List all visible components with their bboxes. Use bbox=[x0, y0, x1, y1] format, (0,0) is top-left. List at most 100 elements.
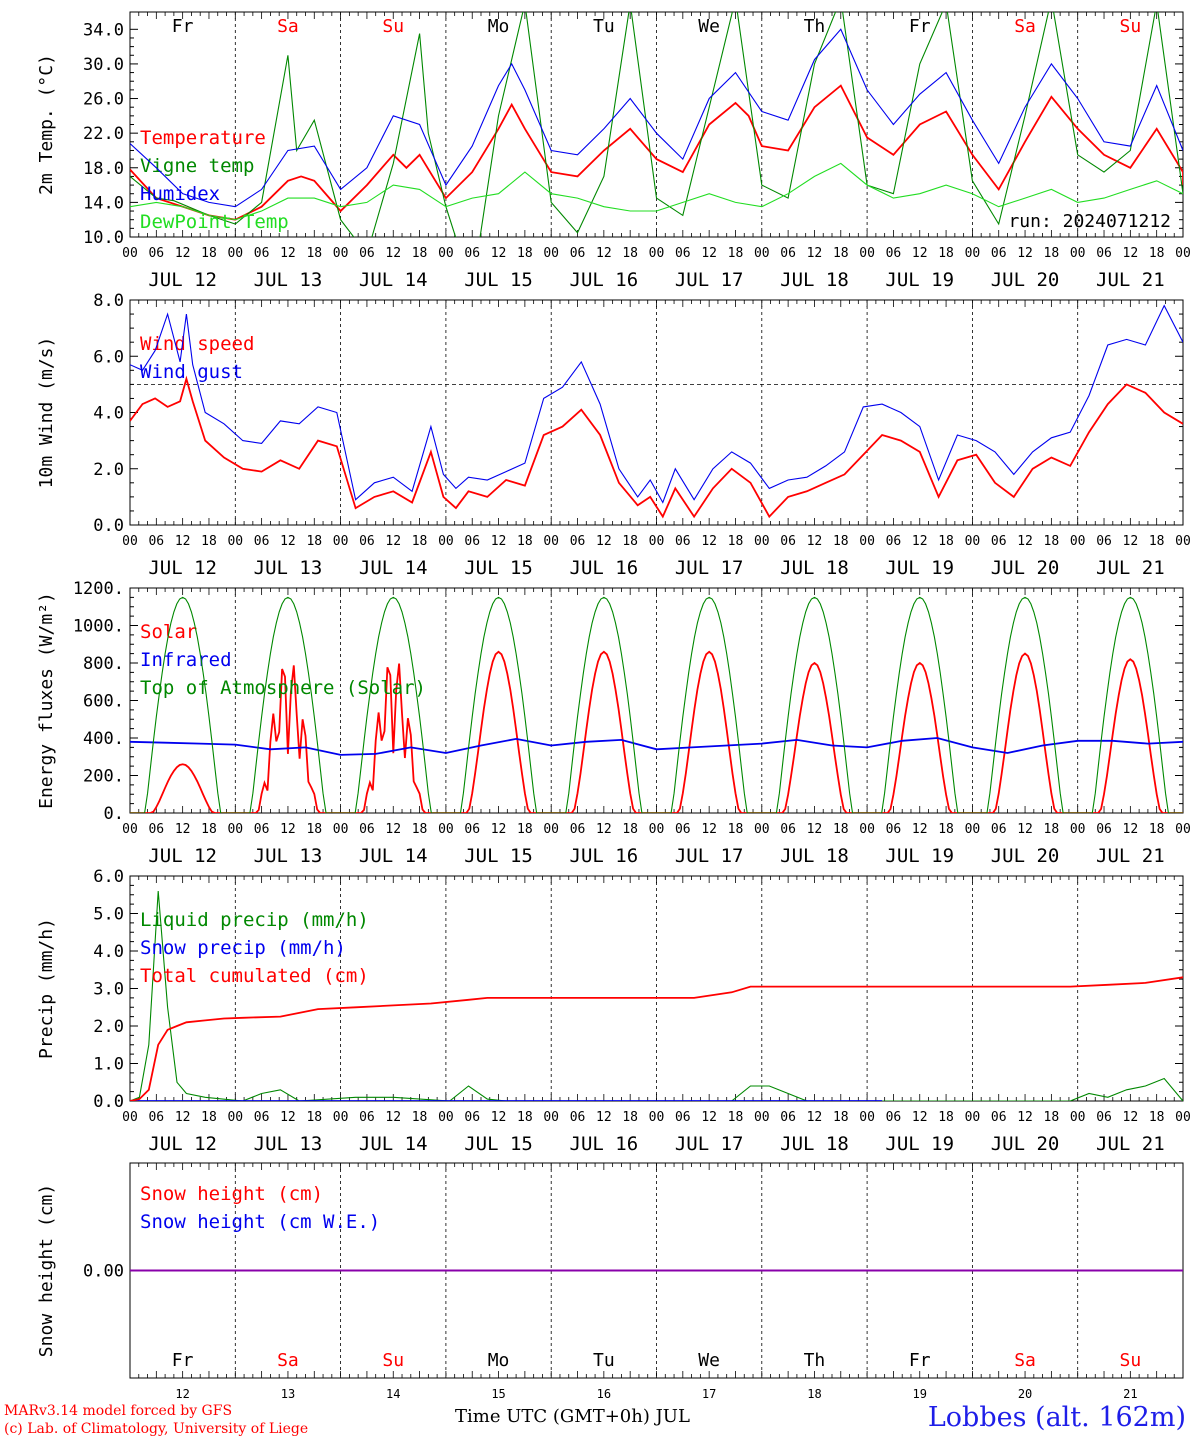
date-label: JUL 13 bbox=[254, 557, 323, 579]
hour-label: 00 bbox=[227, 822, 243, 837]
date-label: JUL 21 bbox=[1096, 845, 1165, 867]
hour-label: 12 bbox=[596, 246, 612, 261]
hour-label: 12 bbox=[596, 534, 612, 549]
hour-label: 06 bbox=[1096, 534, 1112, 549]
hour-label: 18 bbox=[517, 1110, 533, 1125]
hour-label: 06 bbox=[148, 822, 164, 837]
hour-label: 00 bbox=[122, 534, 138, 549]
date-label: JUL 12 bbox=[148, 1133, 217, 1155]
hour-label: 00 bbox=[438, 822, 454, 837]
hour-label: 18 bbox=[833, 534, 849, 549]
hour-label: 06 bbox=[148, 534, 164, 549]
date-label: JUL 17 bbox=[675, 557, 744, 579]
hour-label: 00 bbox=[754, 822, 770, 837]
y-tick-label: 2.0 bbox=[93, 1017, 124, 1037]
hour-label: 18 bbox=[306, 534, 322, 549]
date-label: JUL 15 bbox=[464, 845, 533, 867]
hour-label: 12 bbox=[280, 246, 296, 261]
y-tick-label: 4.0 bbox=[93, 942, 124, 962]
hour-label: 00 bbox=[1175, 246, 1191, 261]
hour-label: 06 bbox=[1096, 1110, 1112, 1125]
day-of-week-label: Mo bbox=[488, 16, 510, 37]
hour-label: 06 bbox=[886, 822, 902, 837]
hour-label: 00 bbox=[965, 1110, 981, 1125]
hour-label: 12 bbox=[912, 1110, 928, 1125]
day-number-label: 14 bbox=[386, 1387, 400, 1401]
legend-entry: Total cumulated (cm) bbox=[140, 965, 369, 987]
hour-label: 06 bbox=[254, 246, 270, 261]
day-of-week-label: Th bbox=[804, 16, 826, 37]
date-label: JUL 14 bbox=[359, 269, 428, 291]
hour-label: 06 bbox=[254, 1110, 270, 1125]
hour-label: 12 bbox=[701, 1110, 717, 1125]
series-line-wind-gust bbox=[130, 304, 1183, 504]
y-tick-label: 0.00 bbox=[83, 1262, 124, 1282]
hour-label: 00 bbox=[333, 534, 349, 549]
hour-label: 00 bbox=[333, 822, 349, 837]
hour-label: 18 bbox=[412, 822, 428, 837]
day-of-week-label: Su bbox=[1120, 16, 1142, 37]
legend-entry: Humidex bbox=[140, 183, 220, 205]
hour-label: 06 bbox=[254, 822, 270, 837]
legend-entry: Liquid precip (mm/h) bbox=[140, 909, 369, 931]
date-label: JUL 17 bbox=[675, 845, 744, 867]
hour-label: 00 bbox=[543, 534, 559, 549]
date-label: JUL 13 bbox=[254, 845, 323, 867]
hour-label: 06 bbox=[991, 1110, 1007, 1125]
hour-label: 00 bbox=[1070, 246, 1086, 261]
hour-label: 18 bbox=[938, 822, 954, 837]
hour-label: 00 bbox=[122, 1110, 138, 1125]
hour-label: 00 bbox=[649, 1110, 665, 1125]
date-label: JUL 18 bbox=[780, 557, 849, 579]
hour-label: 06 bbox=[780, 822, 796, 837]
run-label: run: 2024071212 bbox=[1008, 211, 1171, 232]
day-of-week-label: Su bbox=[382, 16, 404, 37]
hour-label: 18 bbox=[833, 1110, 849, 1125]
y-tick-label: 200. bbox=[83, 767, 124, 787]
day-number-label: 20 bbox=[1018, 1387, 1032, 1401]
series-line-dewpoint-temp bbox=[130, 162, 1183, 221]
y-tick-label: 8.0 bbox=[93, 291, 124, 311]
hour-label: 12 bbox=[385, 1110, 401, 1125]
hour-label: 12 bbox=[385, 246, 401, 261]
hour-label: 18 bbox=[201, 534, 217, 549]
hour-label: 12 bbox=[491, 1110, 507, 1125]
hour-label: 18 bbox=[833, 246, 849, 261]
hour-label: 06 bbox=[464, 822, 480, 837]
hour-label: 18 bbox=[306, 1110, 322, 1125]
hour-label: 12 bbox=[701, 822, 717, 837]
credit-model: MARv3.14 model forced by GFS bbox=[4, 1403, 233, 1419]
date-label: JUL 12 bbox=[148, 845, 217, 867]
day-of-week-label: Th bbox=[804, 1350, 826, 1371]
y-tick-label: 400. bbox=[83, 729, 124, 749]
hour-label: 00 bbox=[859, 246, 875, 261]
hour-label: 06 bbox=[675, 246, 691, 261]
hour-label: 18 bbox=[938, 246, 954, 261]
day-of-week-label: Fr bbox=[172, 1350, 194, 1371]
day-of-week-label: Sa bbox=[277, 16, 299, 37]
date-label: JUL 14 bbox=[359, 557, 428, 579]
day-of-week-label: Su bbox=[382, 1350, 404, 1371]
hour-label: 00 bbox=[859, 1110, 875, 1125]
series-line-infrared bbox=[130, 737, 1183, 756]
date-label: JUL 19 bbox=[885, 269, 954, 291]
hour-label: 00 bbox=[333, 246, 349, 261]
date-label: JUL 21 bbox=[1096, 269, 1165, 291]
hour-label: 06 bbox=[780, 1110, 796, 1125]
hour-label: 12 bbox=[912, 822, 928, 837]
hour-label: 18 bbox=[622, 534, 638, 549]
series-line-total-cumulated-cm- bbox=[130, 976, 1183, 1101]
legend-entry: Infrared bbox=[140, 649, 232, 671]
y-tick-label: 0.0 bbox=[93, 1092, 124, 1112]
hour-label: 12 bbox=[175, 534, 191, 549]
y-tick-label: 14.0 bbox=[83, 193, 124, 213]
hour-label: 12 bbox=[385, 822, 401, 837]
hour-label: 12 bbox=[491, 534, 507, 549]
date-label: JUL 16 bbox=[570, 269, 639, 291]
hour-label: 00 bbox=[1175, 534, 1191, 549]
date-label: JUL 19 bbox=[885, 1133, 954, 1155]
day-of-week-label: Fr bbox=[909, 16, 931, 37]
series-line-wind-speed bbox=[130, 375, 1183, 519]
y-tick-label: 18.0 bbox=[83, 159, 124, 179]
